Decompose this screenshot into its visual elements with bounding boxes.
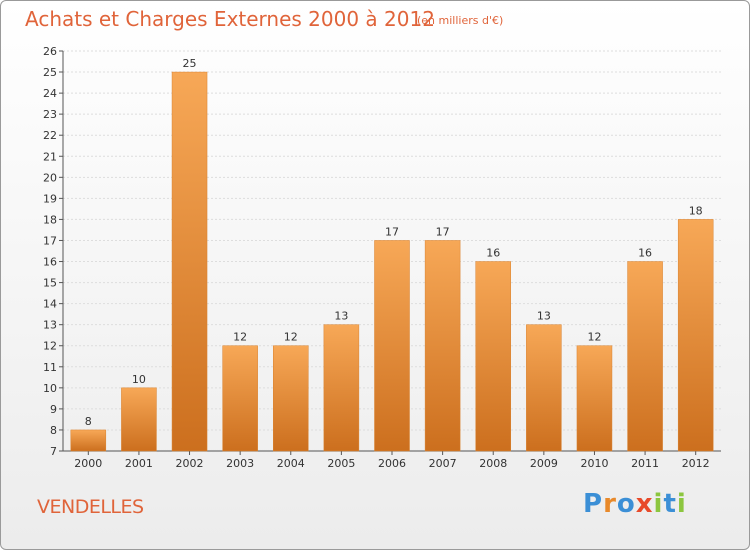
x-tick-label: 2012 [682, 457, 710, 470]
y-tick-label: 21 [43, 150, 57, 163]
logo-letter: o [616, 489, 636, 519]
bar [273, 345, 309, 452]
y-tick-label: 11 [43, 361, 57, 374]
bar [576, 345, 613, 452]
value-label: 8 [85, 415, 92, 428]
bar [475, 261, 511, 452]
x-tick-label: 2003 [226, 457, 254, 470]
y-tick-label: 23 [43, 108, 57, 121]
y-tick-label: 19 [43, 192, 57, 205]
y-tick-label: 24 [43, 87, 57, 100]
bar [323, 324, 360, 452]
y-tick-label: 15 [43, 277, 57, 290]
labels: 7 8 9 10 11 12 13 14 15 16 17 18 19 20 21 22 23 24 25 26 8 20… [43, 45, 710, 470]
value-label: 17 [385, 225, 399, 238]
y-tick-label: 12 [43, 340, 57, 353]
y-tick-label: 7 [50, 445, 57, 458]
value-label: 12 [233, 331, 247, 344]
x-tick-label: 2006 [378, 457, 406, 470]
value-label: 16 [486, 247, 500, 260]
bar [627, 261, 663, 452]
bars [70, 71, 714, 452]
logo-letter: i [676, 489, 687, 519]
y-tick-label: 13 [43, 319, 57, 332]
x-tick-label: 2009 [530, 457, 558, 470]
chart-subtitle: (en milliers d'€) [417, 14, 504, 27]
x-tick-label: 2002 [176, 457, 204, 470]
y-tick-label: 26 [43, 45, 57, 58]
bar [70, 429, 107, 452]
value-label: 16 [638, 247, 652, 260]
value-label: 17 [436, 225, 450, 238]
proxiti-logo[interactable]: Proxiti [583, 489, 687, 519]
value-label: 25 [183, 57, 197, 70]
value-label: 13 [537, 310, 551, 323]
y-tick-label: 10 [43, 382, 57, 395]
x-tick-label: 2005 [327, 457, 355, 470]
value-label: 13 [334, 310, 348, 323]
logo-letter: i [653, 489, 664, 519]
y-tick-label: 22 [43, 129, 57, 142]
logo-letter: t [663, 489, 677, 519]
y-tick-label: 14 [43, 298, 57, 311]
y-tick-label: 25 [43, 66, 57, 79]
value-label: 18 [689, 204, 703, 217]
y-tick-label: 9 [50, 403, 57, 416]
bar [171, 71, 208, 452]
y-tick-label: 20 [43, 171, 57, 184]
bar [121, 387, 157, 452]
logo-letter: r [603, 489, 617, 519]
y-tick-label: 16 [43, 256, 57, 269]
x-tick-label: 2001 [125, 457, 153, 470]
value-label: 10 [132, 373, 146, 386]
bar-chart: 7 8 9 10 11 12 13 14 15 16 17 18 19 20 21 22 23 24 25 26 8 20… [43, 45, 721, 470]
chart-title: Achats et Charges Externes 2000 à 2012 [25, 7, 435, 31]
logo-letter: P [583, 489, 604, 519]
value-label: 12 [587, 331, 601, 344]
x-tick-label: 2008 [479, 457, 507, 470]
value-label: 12 [284, 331, 298, 344]
x-tick-label: 2010 [580, 457, 608, 470]
y-tick-label: 8 [50, 424, 57, 437]
bar [222, 345, 258, 452]
bar [526, 324, 562, 452]
x-tick-label: 2007 [429, 457, 457, 470]
logo-letter: x [635, 489, 654, 519]
x-tick-label: 2000 [74, 457, 102, 470]
bar [677, 219, 714, 452]
commune-name: VENDELLES [37, 496, 144, 518]
y-tick-label: 17 [43, 234, 57, 247]
x-tick-label: 2004 [277, 457, 305, 470]
bar [374, 240, 410, 452]
bar [424, 240, 461, 452]
y-tick-label: 18 [43, 213, 57, 226]
x-tick-label: 2011 [631, 457, 659, 470]
